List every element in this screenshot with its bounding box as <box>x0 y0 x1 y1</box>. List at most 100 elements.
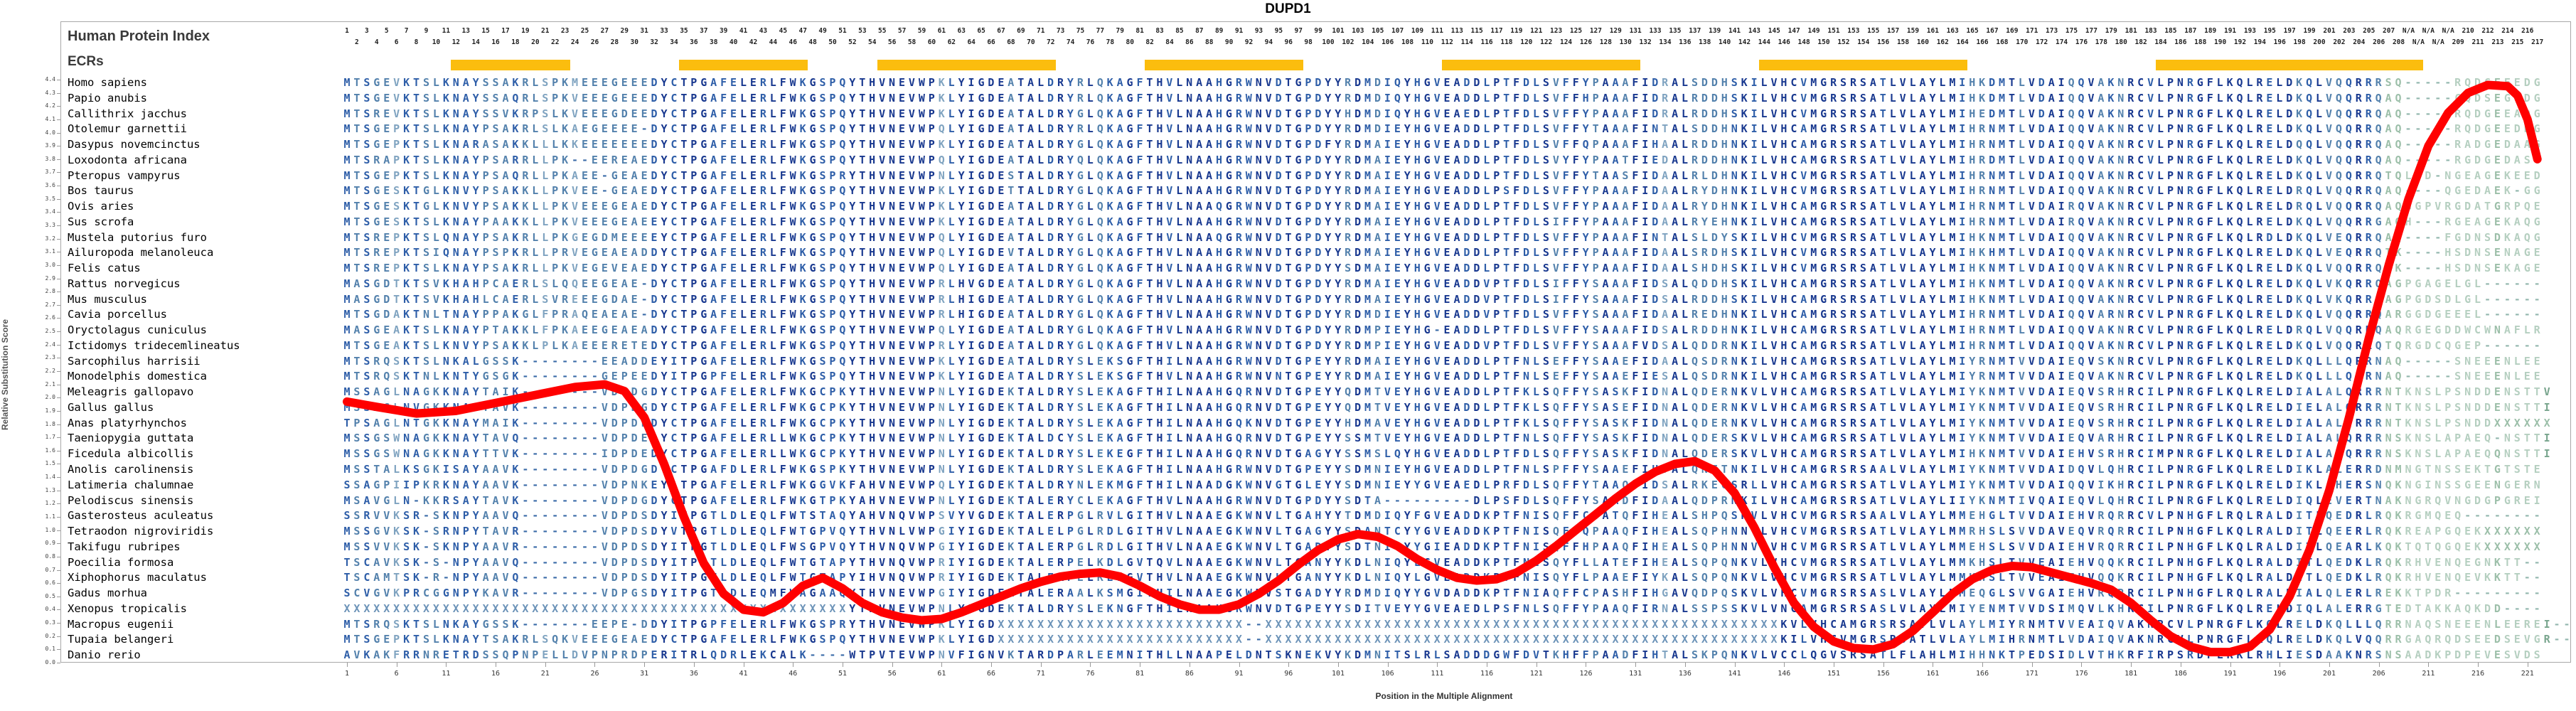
human-index-label: 37 <box>700 27 708 35</box>
human-index-label: 78 <box>1106 38 1115 46</box>
human-index-label: 167 <box>1986 27 1999 35</box>
species-name[interactable]: Bos taurus <box>68 184 134 198</box>
human-index-label: 32 <box>650 38 658 46</box>
species-name[interactable]: Sarcophilus harrisii <box>68 354 201 368</box>
human-index-label: 170 <box>2016 38 2029 46</box>
species-name[interactable]: Cavia porcellus <box>68 308 167 321</box>
y-tick-label: 0.6 <box>45 579 55 587</box>
species-name[interactable]: Sus scrofa <box>68 215 134 228</box>
human-index-label: 76 <box>1086 38 1095 46</box>
species-name[interactable]: Ovis aries <box>68 200 134 213</box>
human-index-label: 9 <box>424 27 429 35</box>
species-name[interactable]: Rattus norvegicus <box>68 277 181 290</box>
x-tick-mark <box>346 663 348 667</box>
human-index-label: 64 <box>967 38 976 46</box>
human-index-label: 139 <box>1709 27 1721 35</box>
human-index-label: 119 <box>1510 27 1523 35</box>
human-index-label: 1 <box>345 27 349 35</box>
species-name[interactable]: Gadus morhua <box>68 587 147 600</box>
species-name[interactable]: Tupaia belangeri <box>68 633 174 646</box>
y-tick-label: 0.3 <box>45 619 55 626</box>
human-index-label: 195 <box>2263 27 2276 35</box>
species-name[interactable]: Taeniopygia guttata <box>68 432 194 445</box>
species-name[interactable]: Mustela putorius furo <box>68 230 207 244</box>
species-name[interactable]: Callithrix jacchus <box>68 107 187 120</box>
ecr-bar[interactable] <box>451 60 570 70</box>
human-index-label: 87 <box>1195 27 1204 35</box>
species-name[interactable]: Gasterosteus aculeatus <box>68 509 214 523</box>
species-name[interactable]: Anas platyrhynchos <box>68 416 187 429</box>
ecr-bar[interactable] <box>2156 60 2424 70</box>
ecr-bar[interactable] <box>877 60 1056 70</box>
x-tick-label: 201 <box>2322 670 2336 678</box>
human-index-label: 106 <box>1381 38 1394 46</box>
human-index-label: 185 <box>2164 27 2177 35</box>
species-name[interactable]: Monodelphis domestica <box>68 370 207 383</box>
x-tick-label: 141 <box>1728 670 1741 678</box>
ecr-bar[interactable] <box>678 60 808 70</box>
species-name[interactable]: Latimeria chalumnae <box>68 478 194 491</box>
human-index-label: 107 <box>1391 27 1404 35</box>
human-index-label: 144 <box>1758 38 1770 46</box>
species-name[interactable]: Anolis carolinensis <box>68 463 194 476</box>
species-name[interactable]: Papio anubis <box>68 91 147 105</box>
species-name[interactable]: Oryctolagus cuniculus <box>68 324 207 337</box>
y-tick-label: 1.4 <box>45 474 55 481</box>
y-tick-mark <box>57 106 60 107</box>
species-name[interactable]: Takifugu rubripes <box>68 540 181 553</box>
y-tick-label: 2.6 <box>45 314 55 321</box>
ecr-bar[interactable] <box>1442 60 1641 70</box>
y-tick-label: 3.9 <box>45 142 55 149</box>
species-name[interactable]: Loxodonta africana <box>68 153 187 166</box>
human-index-label: 211 <box>2471 38 2484 46</box>
plot-frame <box>60 21 2571 663</box>
species-name[interactable]: Dasypus novemcinctus <box>68 138 201 151</box>
y-tick-label: 3.5 <box>45 195 55 202</box>
human-index-label: 46 <box>789 38 797 46</box>
species-name[interactable]: Xiphophorus maculatus <box>68 571 207 584</box>
human-index-label: 99 <box>1314 27 1322 35</box>
species-name[interactable]: Homo sapiens <box>68 76 147 89</box>
species-name[interactable]: Xenopus tropicalis <box>68 602 187 615</box>
species-name[interactable]: Felis catus <box>68 262 141 275</box>
human-index-label: 92 <box>1244 38 1254 46</box>
species-name[interactable]: Pelodiscus sinensis <box>68 493 194 507</box>
human-index-label: 17 <box>501 27 510 35</box>
human-index-label: 16 <box>491 38 500 46</box>
species-name[interactable]: Mus musculus <box>68 292 147 306</box>
species-name[interactable]: Meleagris gallopavo <box>68 385 194 399</box>
ecr-bar[interactable] <box>1759 60 1968 70</box>
x-tick-mark <box>2378 663 2380 667</box>
species-name[interactable]: Poecilia formosa <box>68 555 174 569</box>
human-index-label: 164 <box>1956 38 1969 46</box>
species-name[interactable]: Gallus gallus <box>68 400 154 414</box>
y-tick-mark <box>57 344 60 346</box>
y-tick-label: 3.2 <box>45 235 55 242</box>
human-index-label: 25 <box>580 27 589 35</box>
y-tick-mark <box>57 424 60 425</box>
species-name[interactable]: Ictidomys tridecemlineatus <box>68 338 240 352</box>
x-tick-label: 11 <box>442 670 451 678</box>
species-name[interactable]: Ailuropoda melanoleuca <box>68 246 214 260</box>
species-name[interactable]: Otolemur garnettii <box>68 122 187 136</box>
human-index-label: 151 <box>1827 27 1840 35</box>
species-name[interactable]: Tetraodon nigroviridis <box>68 525 214 538</box>
human-index-label: 166 <box>1976 38 1989 46</box>
species-name[interactable]: Danio rerio <box>68 648 141 662</box>
human-index-label: 154 <box>1857 38 1870 46</box>
ecrs-label: ECRs <box>68 54 104 69</box>
species-name[interactable]: Macropus eugenii <box>68 617 174 631</box>
ecr-bar[interactable] <box>1145 60 1304 70</box>
human-index-label: 79 <box>1116 27 1124 35</box>
human-index-label: 138 <box>1699 38 1711 46</box>
species-name[interactable]: Pteropus vampyrus <box>68 169 181 182</box>
human-index-label: 18 <box>511 38 520 46</box>
human-index-label: 35 <box>680 27 688 35</box>
human-index-label: 98 <box>1304 38 1313 46</box>
x-tick-mark <box>1684 663 1686 667</box>
species-name[interactable]: Ficedula albicollis <box>68 447 194 461</box>
